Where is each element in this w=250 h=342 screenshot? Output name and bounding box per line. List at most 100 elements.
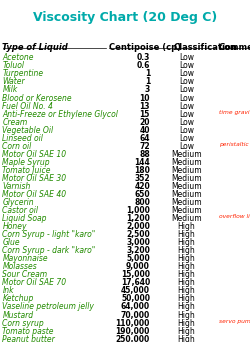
Text: Liquid Soap: Liquid Soap — [2, 214, 47, 223]
Text: Medium: Medium — [171, 190, 202, 199]
Text: Motor Oil SAE 40: Motor Oil SAE 40 — [2, 190, 66, 199]
Text: peristaltic limit: peristaltic limit — [219, 142, 250, 147]
Text: Comments: Comments — [219, 43, 250, 52]
Text: High: High — [178, 238, 195, 247]
Text: Low: Low — [179, 109, 194, 119]
Text: 650: 650 — [134, 190, 150, 199]
Text: Low: Low — [179, 118, 194, 127]
Text: Medium: Medium — [171, 174, 202, 183]
Text: 10: 10 — [140, 94, 150, 103]
Text: 420: 420 — [134, 182, 150, 191]
Text: Ketchup: Ketchup — [2, 294, 34, 303]
Text: Castor oil: Castor oil — [2, 206, 38, 215]
Text: High: High — [178, 230, 195, 239]
Text: Fuel Oil No. 4: Fuel Oil No. 4 — [2, 102, 54, 110]
Text: Ink: Ink — [2, 287, 14, 295]
Text: Acetone: Acetone — [2, 53, 34, 62]
Text: High: High — [178, 287, 195, 295]
Text: Molasses: Molasses — [2, 262, 37, 271]
Text: Water: Water — [2, 78, 25, 87]
Text: Mayonnaise: Mayonnaise — [2, 254, 48, 263]
Text: High: High — [178, 303, 195, 312]
Text: Low: Low — [179, 94, 194, 103]
Text: 144: 144 — [134, 158, 150, 167]
Text: 800: 800 — [134, 198, 150, 207]
Text: Motor Oil SAE 10: Motor Oil SAE 10 — [2, 150, 66, 159]
Text: 352: 352 — [134, 174, 150, 183]
Text: 13: 13 — [140, 102, 150, 110]
Text: Viscosity Chart (20 Deg C): Viscosity Chart (20 Deg C) — [33, 11, 217, 24]
Text: Glue: Glue — [2, 238, 20, 247]
Text: 64: 64 — [140, 134, 150, 143]
Text: Low: Low — [179, 134, 194, 143]
Text: 110,000: 110,000 — [116, 319, 150, 328]
Text: Anti-Freeze or Ethylene Glycol: Anti-Freeze or Ethylene Glycol — [2, 109, 118, 119]
Text: Maple Syrup: Maple Syrup — [2, 158, 50, 167]
Text: Motor Oil SAE 30: Motor Oil SAE 30 — [2, 174, 66, 183]
Text: 250,000: 250,000 — [116, 334, 150, 342]
Text: Corn Syrup - dark "karo": Corn Syrup - dark "karo" — [2, 246, 96, 255]
Text: Medium: Medium — [171, 198, 202, 207]
Text: 180: 180 — [134, 166, 150, 175]
Text: Medium: Medium — [171, 150, 202, 159]
Text: 15,000: 15,000 — [121, 270, 150, 279]
Text: 9,000: 9,000 — [126, 262, 150, 271]
Text: 1,000: 1,000 — [126, 206, 150, 215]
Text: time gravity limit: time gravity limit — [219, 109, 250, 115]
Text: High: High — [178, 246, 195, 255]
Text: Tomato paste: Tomato paste — [2, 327, 54, 336]
Text: 0.6: 0.6 — [136, 62, 150, 70]
Text: 0.3: 0.3 — [136, 53, 150, 62]
Text: Glycerin: Glycerin — [2, 198, 34, 207]
Text: Corn oil: Corn oil — [2, 142, 32, 151]
Text: 3,000: 3,000 — [126, 238, 150, 247]
Text: Corn syrup: Corn syrup — [2, 319, 44, 328]
Text: Low: Low — [179, 53, 194, 62]
Text: Cream: Cream — [2, 118, 28, 127]
Text: Peanut butter: Peanut butter — [2, 334, 55, 342]
Text: High: High — [178, 334, 195, 342]
Text: High: High — [178, 278, 195, 287]
Text: Medium: Medium — [171, 214, 202, 223]
Text: 3: 3 — [145, 86, 150, 94]
Text: 190,000: 190,000 — [116, 327, 150, 336]
Text: High: High — [178, 254, 195, 263]
Text: Low: Low — [179, 142, 194, 151]
Text: overflow limit: overflow limit — [219, 214, 250, 219]
Text: 1: 1 — [145, 78, 150, 87]
Text: 2,500: 2,500 — [126, 230, 150, 239]
Text: 64,000: 64,000 — [121, 303, 150, 312]
Text: 72: 72 — [140, 142, 150, 151]
Text: 1: 1 — [145, 69, 150, 78]
Text: Sour Cream: Sour Cream — [2, 270, 48, 279]
Text: Low: Low — [179, 62, 194, 70]
Text: Low: Low — [179, 69, 194, 78]
Text: 45,000: 45,000 — [121, 287, 150, 295]
Text: 88: 88 — [139, 150, 150, 159]
Text: 50,000: 50,000 — [121, 294, 150, 303]
Text: Varnish: Varnish — [2, 182, 31, 191]
Text: Low: Low — [179, 78, 194, 87]
Text: 5,000: 5,000 — [126, 254, 150, 263]
Text: High: High — [178, 222, 195, 231]
Text: Centipoise (cp): Centipoise (cp) — [109, 43, 181, 52]
Text: Vegetable Oil: Vegetable Oil — [2, 126, 54, 135]
Text: Low: Low — [179, 102, 194, 110]
Text: Corn Syrup - light "karo": Corn Syrup - light "karo" — [2, 230, 96, 239]
Text: Turpentine: Turpentine — [2, 69, 44, 78]
Text: Vaseline petroleum jelly: Vaseline petroleum jelly — [2, 303, 94, 312]
Text: 17,640: 17,640 — [121, 278, 150, 287]
Text: Type of Liquid: Type of Liquid — [2, 43, 68, 52]
Text: Medium: Medium — [171, 206, 202, 215]
Text: Mustard: Mustard — [2, 311, 34, 319]
Text: 15: 15 — [140, 109, 150, 119]
Text: 3,200: 3,200 — [126, 246, 150, 255]
Text: Low: Low — [179, 86, 194, 94]
Text: Tomato Juice: Tomato Juice — [2, 166, 51, 175]
Text: 20: 20 — [140, 118, 150, 127]
Text: Motor Oil SAE 70: Motor Oil SAE 70 — [2, 278, 66, 287]
Text: Classification: Classification — [174, 43, 238, 52]
Text: Milk: Milk — [2, 86, 18, 94]
Text: Honey: Honey — [2, 222, 27, 231]
Text: servo pump limit: servo pump limit — [219, 319, 250, 324]
